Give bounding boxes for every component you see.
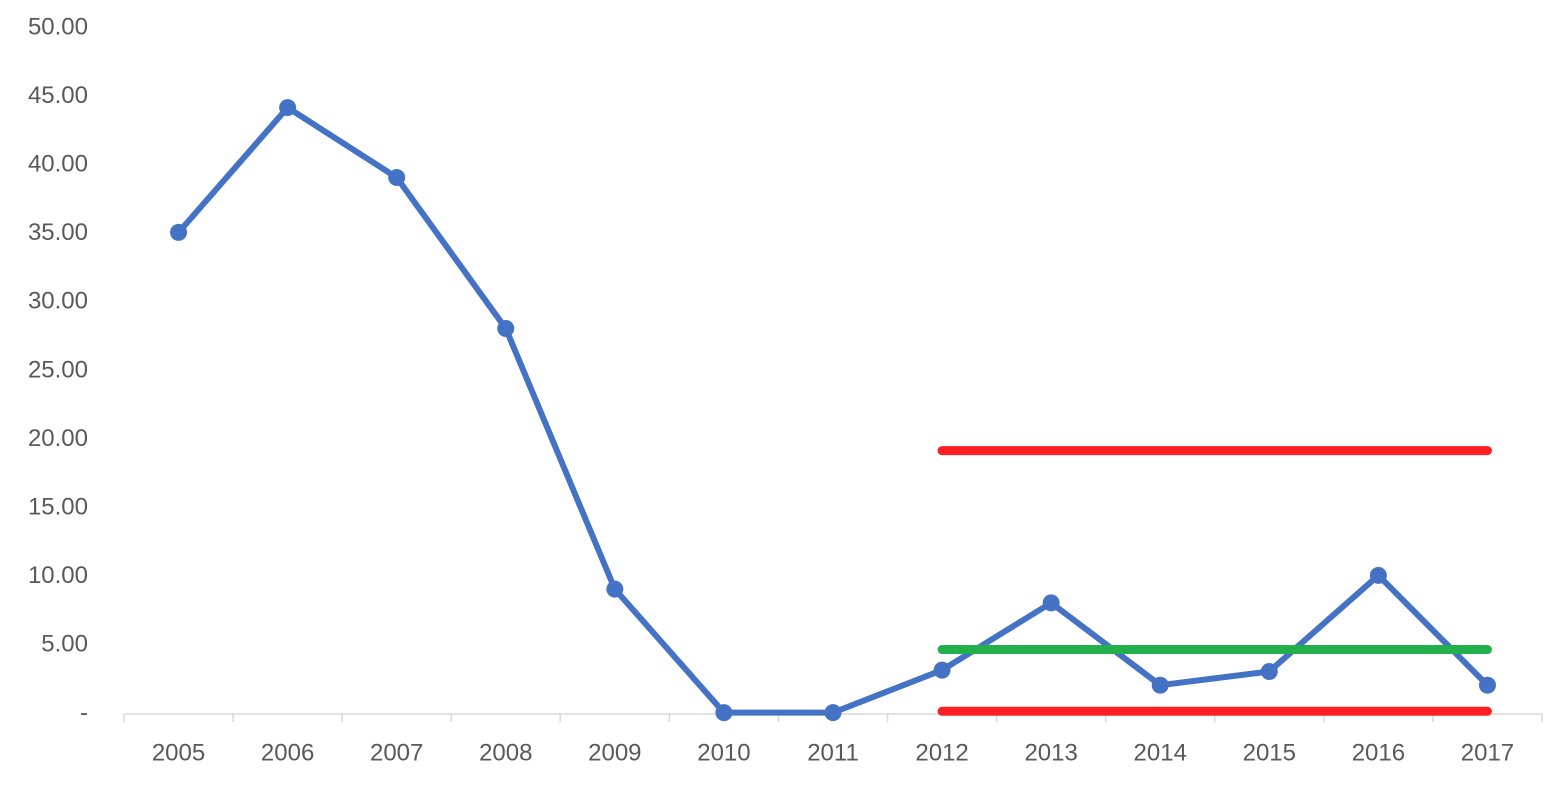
- y-tick-label: 15.00: [28, 494, 88, 521]
- data-line: [175, 104, 1491, 716]
- x-tick-label: 2015: [1243, 739, 1296, 766]
- y-tick-label: 20.00: [28, 425, 88, 452]
- data-point: [1369, 566, 1387, 584]
- y-tick-label: 40.00: [28, 151, 88, 178]
- data-point: [1151, 676, 1169, 694]
- y-tick-label: 45.00: [28, 82, 88, 109]
- x-tick-label: 2010: [697, 739, 750, 766]
- data-point: [388, 169, 406, 187]
- x-tick-label: 2012: [915, 739, 968, 766]
- y-tick-label: 50.00: [28, 13, 88, 40]
- data-point: [933, 661, 951, 679]
- data-point: [715, 704, 733, 722]
- data-point: [170, 223, 188, 241]
- y-tick-label: 35.00: [28, 219, 88, 246]
- x-tick-label: 2005: [152, 739, 205, 766]
- y-tick-label: 10.00: [28, 562, 88, 589]
- y-tick-label: -: [80, 699, 88, 726]
- data-point: [1478, 676, 1496, 694]
- x-tick-label: 2014: [1134, 739, 1187, 766]
- y-tick-label: 30.00: [28, 288, 88, 315]
- x-tick-label: 2008: [479, 739, 532, 766]
- x-tick-label: 2006: [261, 739, 314, 766]
- data-point: [497, 319, 515, 337]
- x-tick-label: 2016: [1352, 739, 1405, 766]
- data-point: [1260, 662, 1278, 680]
- x-tick-label: 2011: [807, 739, 859, 766]
- y-tick-label: 25.00: [28, 356, 88, 383]
- data-point: [1042, 594, 1060, 612]
- x-tick-label: 2009: [588, 739, 641, 766]
- y-tick-label: 5.00: [41, 631, 88, 658]
- x-tick-label: 2007: [370, 739, 423, 766]
- data-point: [279, 99, 297, 117]
- x-tick-label: 2017: [1461, 739, 1514, 766]
- data-point: [824, 704, 842, 722]
- data-point: [606, 580, 624, 598]
- x-tick-label: 2013: [1024, 739, 1077, 766]
